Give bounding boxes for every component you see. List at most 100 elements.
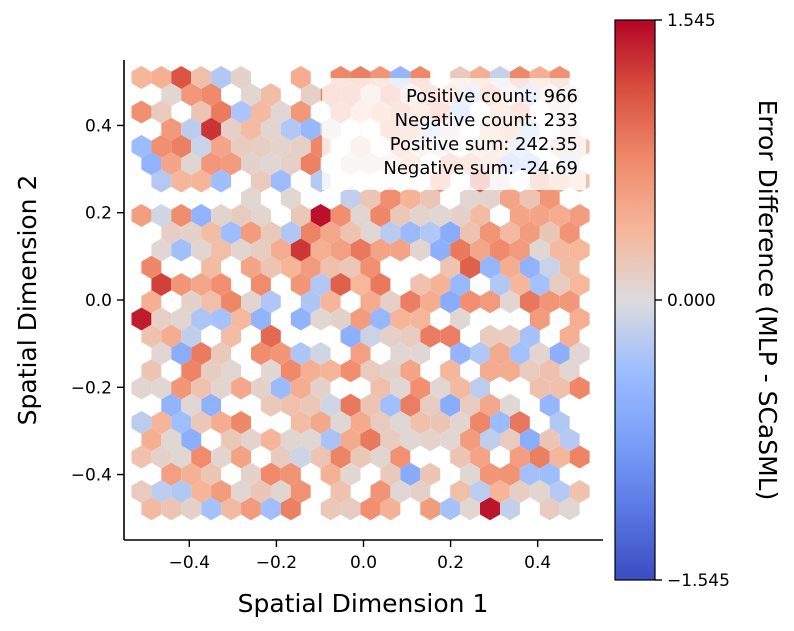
hexbin-cell bbox=[231, 411, 251, 434]
hexbin-cell bbox=[151, 376, 172, 400]
hexbin-cell bbox=[310, 376, 331, 400]
colorbar-tick-label: −1.545 bbox=[667, 571, 730, 591]
hexbin-cell bbox=[410, 273, 431, 296]
hexbin-cell bbox=[509, 411, 530, 434]
hexbin-cell bbox=[211, 307, 232, 331]
hexbin-cell bbox=[460, 497, 480, 521]
hexbin-cell bbox=[241, 428, 261, 452]
hexbin-cell bbox=[300, 359, 321, 383]
hexbin-cell bbox=[480, 393, 500, 417]
hexbin-cell bbox=[470, 480, 490, 503]
hexbin-cell bbox=[181, 324, 202, 348]
hexbin-cell bbox=[241, 83, 261, 107]
hexbin-cell bbox=[280, 359, 301, 383]
hexbin-cell bbox=[310, 342, 331, 365]
hexbin-cell bbox=[390, 480, 411, 503]
hexbin-cell bbox=[260, 497, 281, 521]
hexbin-cell bbox=[201, 497, 222, 521]
hexbin-cell bbox=[360, 359, 381, 383]
hexbin-cell bbox=[420, 393, 441, 417]
hexbin-cell bbox=[549, 411, 570, 434]
hexbin-cell bbox=[370, 273, 391, 296]
hexbin-cell bbox=[559, 255, 580, 279]
hexbin-cell bbox=[460, 393, 480, 417]
hexbin-cell bbox=[280, 152, 301, 176]
hexbin-cell bbox=[290, 376, 311, 400]
stats-annotation-box bbox=[322, 78, 586, 190]
hexbin-cell bbox=[569, 273, 590, 296]
x-tick-label: 0.4 bbox=[524, 553, 551, 573]
hexbin-cell bbox=[211, 66, 232, 89]
hexbin-cell bbox=[211, 135, 232, 158]
hexbin-cell bbox=[500, 393, 520, 417]
hexbin-cell bbox=[201, 152, 222, 176]
hexbin-cell bbox=[221, 152, 241, 176]
hexbin-cell bbox=[211, 100, 232, 124]
hexbin-cell bbox=[211, 480, 232, 503]
y-tick-label: 0.4 bbox=[85, 116, 112, 136]
hexbin-cell bbox=[211, 445, 232, 469]
hexbin-cell bbox=[440, 497, 461, 521]
hexbin-cell bbox=[211, 204, 232, 227]
hexbin-cell bbox=[500, 290, 520, 314]
hexbin-cell bbox=[151, 273, 172, 296]
hexbin-cell bbox=[290, 238, 311, 262]
hexbin-cell bbox=[519, 290, 540, 314]
hexbin-cell bbox=[440, 428, 461, 452]
hexbin-cell bbox=[450, 204, 471, 227]
hexbin-cell bbox=[151, 238, 172, 262]
hexbin-cell bbox=[221, 221, 241, 245]
hexbin-cell bbox=[251, 204, 271, 227]
hexbin-cell bbox=[141, 428, 162, 452]
hexbin-cell bbox=[320, 359, 341, 383]
hexbin-cell bbox=[549, 445, 570, 469]
hexbin-cell bbox=[380, 497, 401, 521]
hexbin-cell bbox=[211, 342, 232, 365]
hexbin-cell bbox=[340, 393, 361, 417]
hexbin-cell bbox=[241, 255, 261, 279]
hexbin-cell bbox=[221, 117, 241, 141]
hexbin-cell bbox=[360, 428, 381, 452]
colorbar-tick-label: 1.545 bbox=[667, 11, 716, 31]
hexbin-cell bbox=[260, 221, 281, 245]
hexbin-cell bbox=[290, 135, 311, 158]
hexbin-cell bbox=[320, 221, 341, 245]
hexbin-cell bbox=[360, 255, 381, 279]
hexbin-cell bbox=[450, 480, 471, 503]
hexbin-cell bbox=[500, 359, 520, 383]
hexbin-cell bbox=[280, 221, 301, 245]
hexbin-cell bbox=[260, 152, 281, 176]
hexbin-cell bbox=[380, 290, 401, 314]
hexbin-cell bbox=[370, 204, 391, 227]
hexbin-cell bbox=[131, 100, 152, 124]
hexbin-cell bbox=[171, 204, 192, 227]
hexbin-cell bbox=[370, 480, 391, 503]
hexbin-cell bbox=[460, 290, 480, 314]
hexbin-cell bbox=[569, 238, 590, 262]
hexbin-cell bbox=[519, 255, 540, 279]
hexbin-cell bbox=[270, 238, 291, 262]
hexbin-cell bbox=[500, 186, 520, 210]
hexbin-cell bbox=[171, 238, 192, 262]
hexbin-cell bbox=[231, 135, 251, 158]
hexbin-cell bbox=[440, 255, 461, 279]
hexbin-cell bbox=[201, 359, 222, 383]
hexbin-cell bbox=[300, 152, 321, 176]
x-tick-label: 0.0 bbox=[350, 553, 377, 573]
hexbin-cell bbox=[251, 480, 271, 503]
hexbin-cell bbox=[171, 480, 192, 503]
hexbin-cell bbox=[231, 445, 251, 469]
hexbin-cell bbox=[440, 359, 461, 383]
hexbin-cell bbox=[260, 290, 281, 314]
hexbin-cell bbox=[480, 324, 500, 348]
hexbin-cell bbox=[559, 497, 580, 521]
hexbin-cell bbox=[390, 238, 411, 262]
hexbin-cell bbox=[251, 135, 271, 158]
hexbin-cell bbox=[211, 411, 232, 434]
hexbin-cell bbox=[161, 393, 182, 417]
hexbin-cell bbox=[460, 255, 480, 279]
hexbin-cell bbox=[320, 462, 341, 486]
y-tick-label: −0.2 bbox=[71, 378, 112, 398]
hexbin-cell bbox=[430, 273, 451, 296]
hexbin-cell bbox=[211, 169, 232, 193]
